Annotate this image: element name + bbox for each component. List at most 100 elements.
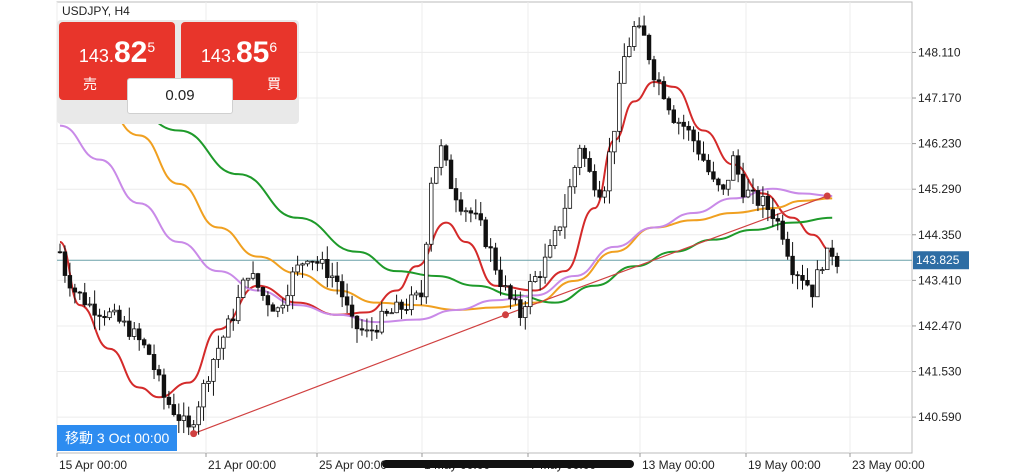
bull-candle	[627, 46, 632, 57]
instrument-label: USDJPY, H4	[62, 4, 130, 18]
bull-candle	[429, 182, 434, 245]
sell-label: 売	[83, 76, 97, 92]
bull-candle	[240, 279, 246, 298]
bear-candle	[315, 261, 320, 264]
bull-candle	[607, 151, 612, 192]
bull-candle	[295, 264, 300, 273]
bear-candle	[518, 299, 523, 318]
bull-candle	[825, 247, 830, 271]
bull-candle	[528, 281, 533, 308]
bull-candle	[567, 186, 573, 209]
bull-candle	[206, 380, 211, 384]
bull-candle	[622, 56, 627, 84]
bear-candle	[830, 247, 835, 257]
bear-candle	[721, 184, 726, 190]
bear-candle	[67, 275, 73, 289]
trendline-anchors[interactable]	[190, 192, 831, 438]
buy-label: 買	[267, 76, 281, 92]
bear-candle	[488, 246, 493, 249]
bear-candle	[141, 339, 147, 346]
bear-candle	[359, 328, 365, 331]
bear-candle	[597, 189, 602, 198]
bear-candle	[117, 309, 122, 322]
bear-candle	[780, 220, 785, 240]
bull-candle	[132, 328, 137, 337]
bull-candle	[731, 155, 736, 181]
bull-candle	[250, 273, 256, 279]
ma_green-line	[59, 56, 833, 304]
chart-scrollbar[interactable]	[382, 460, 634, 468]
bull-candle	[557, 226, 563, 232]
bear-candle	[270, 304, 276, 312]
bear-candle	[587, 158, 592, 172]
bull-candle	[542, 256, 548, 278]
bear-candle	[750, 189, 756, 192]
bull-candle	[305, 260, 310, 265]
bear-candle	[592, 171, 597, 191]
bear-candle	[62, 251, 68, 276]
bull-candle	[285, 295, 290, 306]
bull-candle	[320, 259, 325, 264]
y-tick-label: 144.350	[918, 228, 962, 242]
bear-candle	[706, 159, 711, 173]
y-tick-label: 143.410	[918, 273, 962, 287]
bear-candle	[696, 140, 701, 155]
bear-candle	[404, 309, 409, 311]
bear-candle	[641, 25, 647, 36]
bear-candle	[349, 304, 355, 317]
bull-candle	[547, 245, 553, 258]
trendline-anchor-dot[interactable]	[823, 192, 831, 200]
bull-candle	[112, 309, 117, 313]
bear-candle	[419, 292, 424, 298]
bear-candle	[651, 59, 657, 81]
bear-candle	[265, 295, 271, 306]
bear-candle	[671, 109, 676, 123]
x-tick-label: 25 Apr 00:00	[319, 458, 387, 472]
lot-size-input[interactable]: 0.09	[127, 78, 233, 114]
bull-candle	[275, 307, 280, 312]
sell-price-small: 143.	[78, 46, 114, 66]
trendline-anchor-dot[interactable]	[502, 311, 509, 319]
bear-candle	[740, 173, 746, 198]
bull-candle	[87, 303, 92, 306]
bear-candle	[374, 329, 379, 333]
bear-candle	[775, 218, 780, 222]
x-tick-label: 15 Apr 00:00	[59, 458, 127, 472]
candlesticks	[57, 15, 840, 436]
bear-candle	[770, 209, 775, 219]
bear-candle	[156, 369, 162, 376]
bull-candle	[191, 424, 196, 428]
y-tick-label: 146.230	[918, 137, 962, 151]
x-tick-label: 19 May 00:00	[748, 458, 821, 472]
bull-candle	[245, 277, 251, 281]
bear-candle	[344, 296, 350, 306]
bull-candle	[107, 311, 112, 319]
bear-candle	[354, 315, 360, 330]
buy-price-small: 143.	[200, 46, 236, 66]
crosshair-time-badge: 移動 3 Oct 00:00	[57, 425, 178, 451]
bear-candle	[231, 318, 236, 322]
bear-candle	[755, 190, 761, 206]
bull-candle	[503, 285, 508, 288]
bull-candle	[676, 121, 681, 124]
buy-price-big: 85	[235, 36, 270, 69]
bull-candle	[636, 25, 642, 28]
bull-candle	[820, 269, 825, 272]
y-tick-label: 148.110	[918, 45, 961, 59]
bull-candle	[235, 297, 241, 322]
bear-candle	[468, 210, 474, 214]
bear-candle	[765, 195, 771, 210]
bear-candle	[790, 255, 795, 276]
bear-candle	[795, 274, 800, 277]
x-tick-label: 13 May 00:00	[642, 458, 715, 472]
bull-candle	[226, 318, 231, 338]
bear-candle	[716, 178, 721, 186]
bull-candle	[760, 195, 766, 206]
sell-price-big: 82	[113, 36, 148, 69]
bear-candle	[701, 153, 706, 161]
bull-candle	[181, 415, 186, 421]
trendline-anchor-dot[interactable]	[190, 430, 198, 438]
price-axis: 148.110 147.170 146.230 145.290 144.350 143.4…	[912, 45, 969, 424]
bull-candle	[577, 147, 582, 168]
